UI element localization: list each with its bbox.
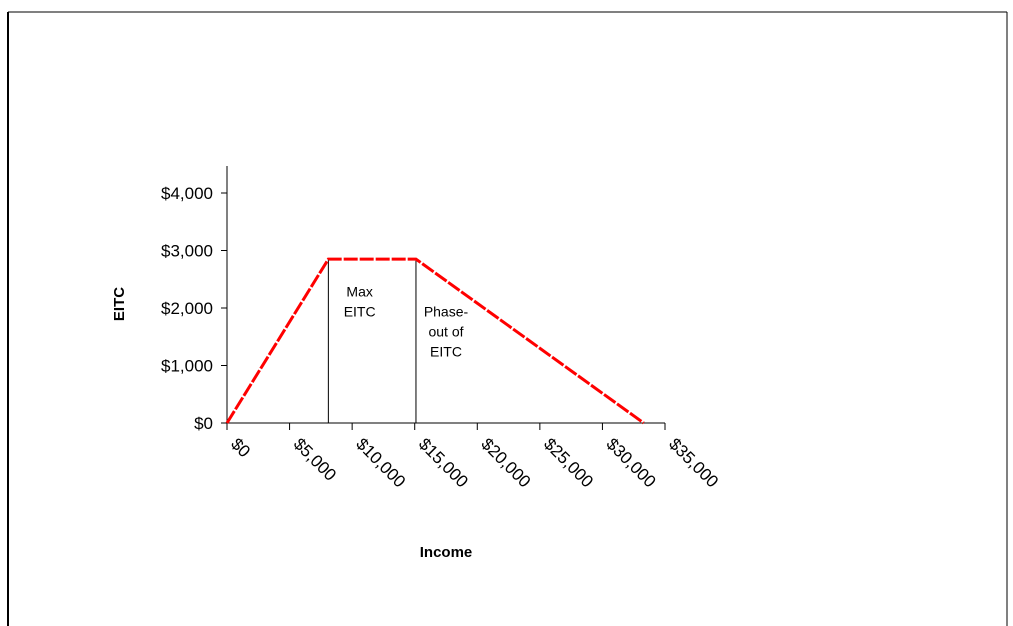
y-tick-label: $1,000 [161, 357, 213, 376]
y-tick-label: $4,000 [161, 184, 213, 203]
annotation-text: Max [346, 284, 372, 300]
annotation-text: Phase- [424, 304, 469, 320]
series-layer [225, 257, 645, 425]
x-tick-label: $25,000 [540, 434, 597, 491]
annotation-text: out of [428, 324, 463, 340]
x-tick-label: $0 [227, 434, 254, 461]
y-axis-label: EITC [111, 287, 128, 321]
x-tick-label: $10,000 [352, 434, 409, 491]
annotations: Max EITC Phase-out of EITC [344, 284, 469, 360]
x-tick-label: $35,000 [665, 434, 722, 491]
y-tick-label: $0 [194, 414, 213, 433]
x-axis-label: Income [420, 544, 473, 561]
x-tick-label: $30,000 [603, 434, 660, 491]
axis-labels: Income EITC [111, 287, 472, 561]
x-tick-label: $20,000 [477, 434, 534, 491]
x-tick-label: $5,000 [290, 434, 340, 484]
eitc-series-line [225, 257, 645, 425]
annotation-text: EITC [430, 344, 462, 360]
x-tick-label: $15,000 [415, 434, 472, 491]
region-lines [327, 259, 417, 423]
y-tick-label: $2,000 [161, 299, 213, 318]
y-tick-label: $3,000 [161, 242, 213, 261]
annotation-text: EITC [344, 304, 376, 320]
